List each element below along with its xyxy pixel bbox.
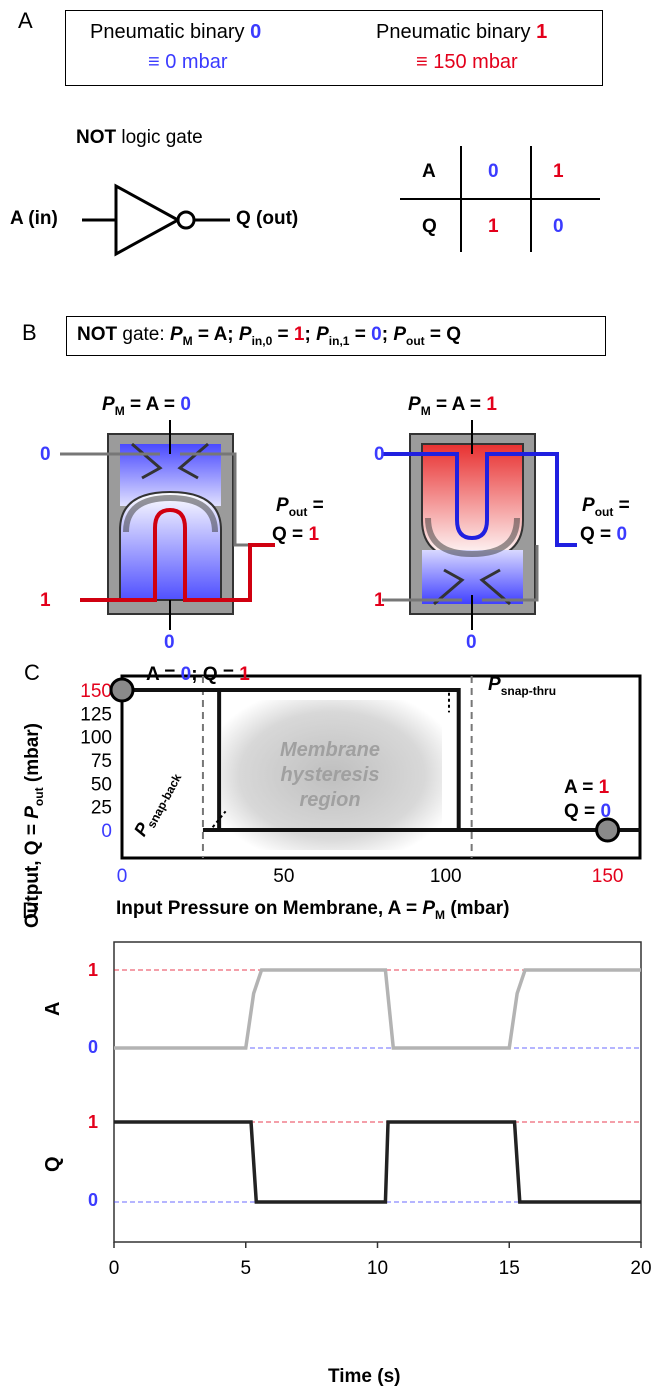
truth-q-v2: 0 bbox=[553, 216, 564, 237]
c-xtick-label: 100 bbox=[429, 866, 462, 887]
binary1-value: 1 bbox=[536, 21, 548, 43]
d-level1-a: 1 bbox=[88, 960, 99, 980]
time-trace-chart: 0 5 10 15 20 bbox=[109, 941, 652, 1279]
not-gate-symbol bbox=[82, 183, 230, 257]
right-bottom-port: 0 bbox=[466, 632, 477, 653]
d-xtick-label: 0 bbox=[109, 1258, 120, 1279]
binary0-label: Pneumatic binary bbox=[90, 21, 245, 43]
plot-frame-d bbox=[113, 941, 642, 1243]
truth-q-v1: 1 bbox=[488, 216, 499, 237]
valve-left-schematic bbox=[60, 420, 275, 630]
chart-d-q-label: Q bbox=[42, 1156, 64, 1172]
ann-top-left: A = 0; Q = 1 bbox=[146, 664, 250, 685]
left-in-bottom: 1 bbox=[40, 590, 51, 611]
truth-header-q: Q bbox=[422, 216, 437, 237]
panel-c-letter: C bbox=[24, 660, 40, 685]
gate-input-label: A (in) bbox=[10, 208, 58, 229]
c-ytick-label: 100 bbox=[80, 728, 112, 749]
c-ytick-label: 0 bbox=[101, 821, 112, 842]
c-ytick-label: 125 bbox=[80, 704, 112, 725]
binary1-label: Pneumatic binary bbox=[376, 21, 531, 43]
d-xtick-label: 20 bbox=[630, 1258, 651, 1279]
region-label: Membrane hysteresis region bbox=[279, 739, 381, 811]
d-level1-q: 1 bbox=[88, 1112, 99, 1132]
right-in-bottom: 1 bbox=[374, 590, 385, 611]
valve-right-schematic bbox=[382, 420, 577, 630]
panel-b-letter: B bbox=[22, 320, 37, 345]
chart-d-xlabel: Time (s) bbox=[328, 1366, 401, 1387]
right-pm-label: PM = A = 1 bbox=[408, 394, 497, 418]
d-xtick-label: 10 bbox=[367, 1258, 388, 1279]
hysteresis-loop bbox=[122, 688, 640, 832]
c-xtick-label: 0 bbox=[116, 866, 128, 887]
gate-output-label: Q (out) bbox=[236, 208, 299, 229]
panel-d-letter: D bbox=[22, 898, 38, 923]
c-xtick-label: 50 bbox=[273, 866, 295, 887]
binary-legend-box: Pneumatic binary 0 ≡ 0 mbar Pneumatic bi… bbox=[65, 10, 603, 86]
panel-a-letter: A bbox=[18, 8, 33, 33]
snap-thru-label: Psnap-thru bbox=[488, 674, 557, 698]
plot-frame bbox=[120, 674, 642, 860]
c-ytick-label: 150 bbox=[80, 681, 112, 702]
truth-table: A 0 1 Q 1 0 bbox=[400, 146, 600, 252]
c-ytick-label: 50 bbox=[91, 774, 112, 795]
truth-a-v1: 0 bbox=[488, 161, 499, 182]
truth-a-v2: 1 bbox=[553, 161, 564, 182]
c-xtick-label: 150 bbox=[591, 866, 624, 887]
d-level0-a: 0 bbox=[88, 1037, 99, 1057]
state-marker-end bbox=[595, 817, 621, 843]
left-pout-label: Pout = bbox=[276, 495, 324, 519]
binary0-value: 0 bbox=[250, 21, 262, 43]
trace-a bbox=[114, 968, 641, 1050]
left-q-label: Q = 1 bbox=[272, 524, 320, 545]
c-ytick-label: 75 bbox=[91, 751, 112, 772]
binary1-pressure: ≡ 150 mbar bbox=[416, 51, 518, 73]
ann-bottom-right: A = 1 Q = 0 bbox=[564, 777, 612, 822]
state-marker-start bbox=[109, 677, 135, 703]
d-xtick-label: 5 bbox=[240, 1258, 251, 1279]
left-pm-label: PM = A = 0 bbox=[102, 394, 191, 418]
left-in-top: 0 bbox=[40, 444, 51, 465]
d-xtick-label: 15 bbox=[499, 1258, 520, 1279]
right-q-label: Q = 0 bbox=[580, 524, 628, 545]
right-in-top: 0 bbox=[374, 444, 385, 465]
not-gate-equation-box: NOT gate: PM = A; Pin,0 = 1; Pin,1 = 0; … bbox=[66, 316, 606, 356]
hysteresis-region bbox=[222, 700, 442, 850]
right-pout-label: Pout = bbox=[582, 495, 630, 519]
c-ytick-label: 25 bbox=[91, 798, 112, 819]
binary0-pressure: ≡ 0 mbar bbox=[148, 51, 228, 73]
chart-c-xlabel: Input Pressure on Membrane, A = PM (mbar… bbox=[116, 898, 510, 922]
left-bottom-port: 0 bbox=[164, 632, 175, 653]
d-level0-q: 0 bbox=[88, 1190, 99, 1210]
truth-header-a: A bbox=[422, 161, 436, 182]
gate-title: NOT logic gate bbox=[76, 127, 203, 148]
trace-q bbox=[114, 1120, 641, 1204]
chart-d-a-label: A bbox=[42, 1001, 64, 1016]
